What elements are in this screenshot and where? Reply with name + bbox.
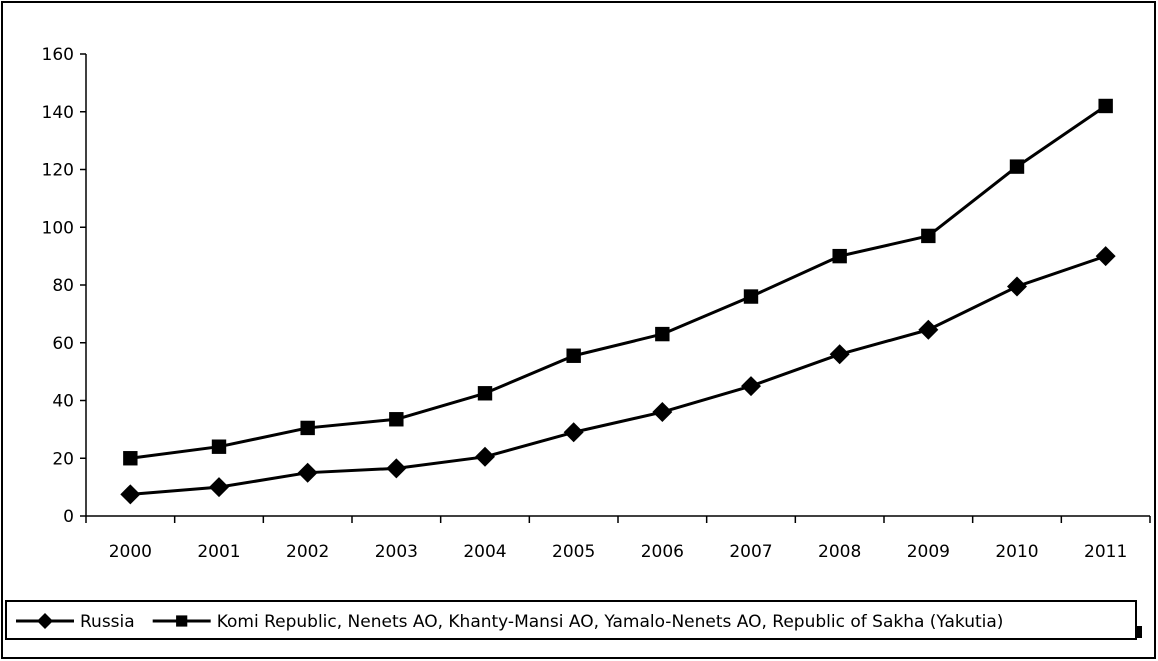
series-1	[120, 246, 1116, 505]
x-tick-label: 2005	[552, 542, 595, 562]
data-point	[832, 248, 847, 264]
y-tick-label: 20	[52, 449, 74, 469]
x-tick-label: 2002	[286, 542, 329, 562]
data-point	[566, 348, 581, 363]
data-point	[297, 462, 318, 483]
legend-marker	[176, 615, 188, 627]
data-point	[652, 402, 673, 423]
y-tick-label: 0	[63, 507, 74, 527]
data-point	[1007, 276, 1027, 297]
legend-label: Russia	[80, 612, 135, 632]
legend: Russia Komi Republic, Nenets AO, Khanty-M…	[5, 600, 1142, 640]
y-tick-label: 100	[42, 218, 74, 238]
data-point	[563, 422, 584, 443]
x-tick-label: 2006	[641, 542, 684, 562]
series-line	[130, 254, 1107, 496]
y-axis: 0 20 40 60 80 100 120 140 160	[42, 45, 87, 527]
x-axis: 2000 2001 2002 2003 2004 2005 2006 2007 2008 2009…	[85, 515, 1151, 562]
data-point	[123, 451, 138, 466]
x-tick-label: 2001	[197, 542, 240, 562]
legend-entry-2: Komi Republic, Nenets AO, Khanty-Mansi A…	[152, 612, 1004, 632]
y-tick-label: 80	[52, 276, 74, 296]
y-tick-label: 40	[52, 392, 74, 412]
data-point	[743, 289, 759, 304]
data-point	[918, 319, 939, 340]
legend-entry-1: Russia	[16, 612, 135, 632]
y-tick-label: 120	[42, 161, 74, 181]
legend-marker	[37, 613, 53, 629]
data-point	[389, 412, 404, 427]
data-point	[1098, 98, 1113, 114]
legend-items: Russia Komi Republic, Nenets AO, Khanty-M…	[16, 612, 1003, 632]
x-tick-label: 2004	[463, 542, 506, 562]
x-tick-label: 2011	[1084, 542, 1127, 562]
data-point	[741, 376, 761, 397]
y-tick-label: 140	[42, 103, 74, 123]
legend-label: Komi Republic, Nenets AO, Khanty-Mansi A…	[217, 612, 1004, 632]
data-point	[1095, 246, 1116, 267]
data-point	[300, 420, 315, 436]
x-tick-label: 2000	[109, 542, 152, 562]
x-tick-label: 2007	[729, 542, 772, 562]
data-point	[120, 484, 141, 505]
data-point	[655, 326, 670, 342]
y-tick-label: 160	[42, 45, 74, 65]
data-point	[475, 446, 495, 467]
x-tick-label: 2010	[995, 542, 1038, 562]
x-tick-label: 2008	[818, 542, 861, 562]
data-point	[829, 344, 850, 365]
series-line	[130, 104, 1107, 460]
data-point	[477, 386, 493, 401]
data-point	[1009, 159, 1025, 174]
data-point	[209, 477, 229, 498]
data-point	[921, 228, 936, 244]
x-tick-label: 2003	[375, 542, 418, 562]
data-point	[211, 439, 227, 454]
y-tick-label: 60	[52, 334, 74, 354]
series-layer	[120, 98, 1116, 505]
x-tick-label: 2009	[907, 542, 950, 562]
series-2	[123, 98, 1113, 466]
data-point	[386, 458, 407, 479]
